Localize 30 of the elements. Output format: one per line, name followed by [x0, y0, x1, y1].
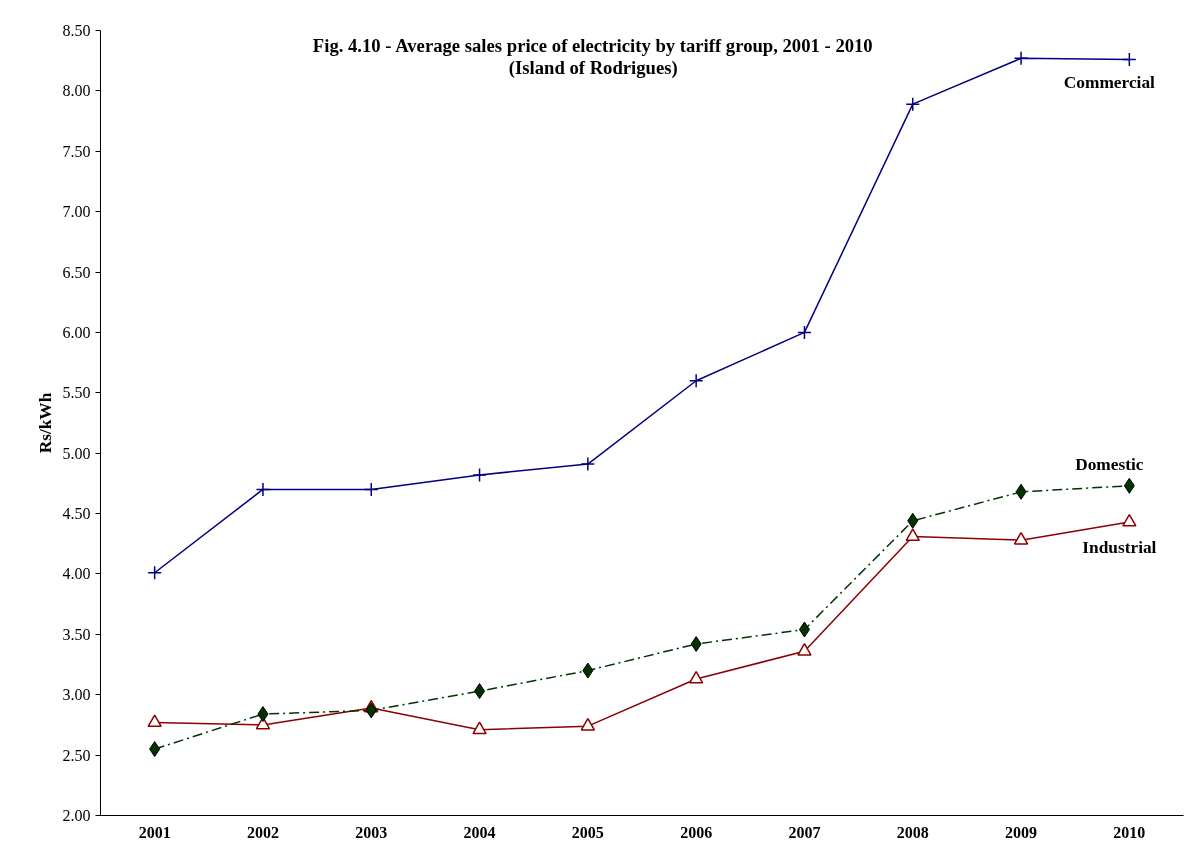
x-tick-label: 2003	[355, 823, 388, 841]
y-tick-label: 3.00	[62, 686, 91, 704]
x-tick-label: 2010	[1113, 823, 1146, 841]
y-tick-label: 2.00	[62, 807, 91, 824]
text: (Island of Rodrigues)	[508, 56, 678, 79]
series-label: Domestic	[1075, 454, 1144, 474]
x-tick-label: 2008	[896, 823, 929, 841]
y-tick-label: 8.50	[62, 22, 91, 39]
y-tick-label: 4.50	[62, 505, 91, 523]
x-tick-label: 2002	[246, 823, 279, 841]
y-tick-label: 2.50	[62, 746, 91, 764]
series-label: Industrial	[1082, 538, 1157, 558]
x-tick-label: 2004	[463, 823, 496, 841]
y-tick-label: 6.50	[62, 263, 91, 281]
x-tick-label: 2006	[680, 823, 713, 841]
chart-title: Fig. 4.10 - Average sales price of electricity by tariff group, 2001 - 2010	[312, 34, 873, 56]
y-tick-label: 7.00	[62, 203, 91, 221]
y-tick-label: 8.00	[62, 82, 91, 100]
y-tick-label: 3.50	[62, 625, 91, 643]
y-tick-label: 7.50	[62, 142, 91, 160]
y-tick-label: 6.00	[62, 323, 91, 341]
y-tick-label: 4.00	[62, 565, 91, 583]
x-tick-label: 2007	[788, 823, 821, 841]
x-tick-label: 2005	[571, 823, 604, 841]
x-tick-label: 2001	[138, 823, 171, 841]
y-axis-title: Rs/kWh	[35, 392, 55, 454]
x-tick-label: 2009	[1005, 823, 1038, 841]
series-label: Commercial	[1063, 73, 1156, 93]
y-tick-label: 5.00	[62, 444, 91, 462]
y-tick-label: 5.50	[62, 384, 91, 402]
